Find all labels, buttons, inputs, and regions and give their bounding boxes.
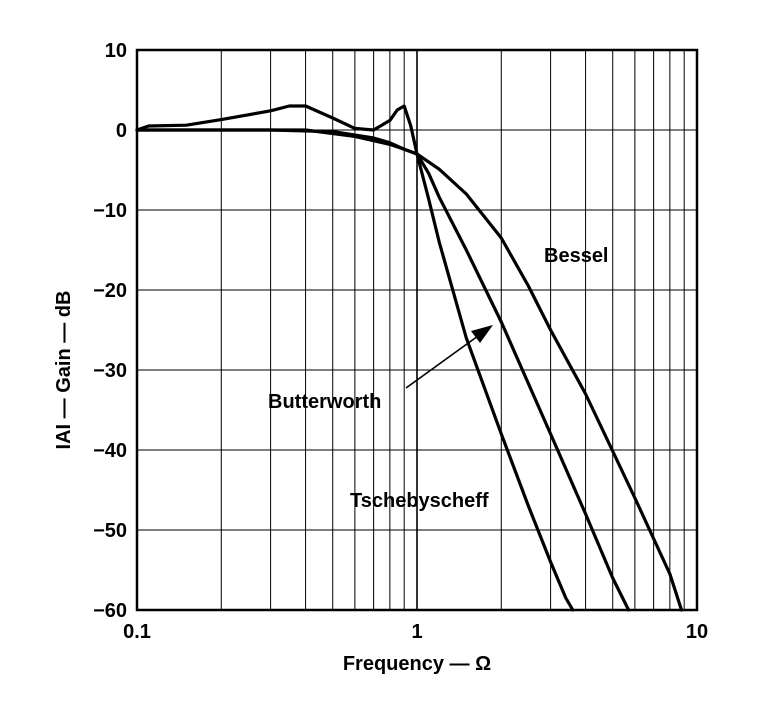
grid	[136, 49, 698, 611]
y-tick-label: −40	[93, 440, 127, 462]
annotation-bessel: Bessel	[544, 245, 609, 267]
curve-tschebyscheff	[135, 104, 575, 612]
y-tick-label: 0	[116, 120, 127, 142]
y-tick-label: 10	[105, 40, 127, 62]
x-tick-label: 1	[411, 621, 422, 643]
curve-bessel	[135, 128, 684, 612]
y-tick-labels: 10 0 −10 −20 −30 −40 −50 −60	[93, 40, 127, 622]
curve-butterworth	[135, 128, 631, 612]
annotation-butterworth: Butterworth	[268, 391, 381, 413]
plot-frame	[135, 48, 699, 612]
y-tick-label: −30	[93, 360, 127, 382]
arrow-shaft	[405, 335, 479, 389]
x-tick-labels: 0.1 1 10	[123, 621, 708, 643]
y-tick-label: −20	[93, 280, 127, 302]
arrow-head	[471, 325, 493, 343]
x-axis-title: Frequency — Ω	[343, 653, 491, 675]
x-tick-label: 0.1	[123, 621, 151, 643]
butterworth-pointer-arrow	[405, 325, 493, 389]
annotation-tschebyscheff: Tschebyscheff	[350, 490, 489, 512]
y-tick-label: −10	[93, 200, 127, 222]
y-tick-label: −50	[93, 520, 127, 542]
y-tick-label: −60	[93, 600, 127, 622]
x-tick-label: 10	[686, 621, 708, 643]
y-axis-title: IAI — Gain — dB	[53, 291, 75, 450]
curves	[135, 104, 684, 612]
